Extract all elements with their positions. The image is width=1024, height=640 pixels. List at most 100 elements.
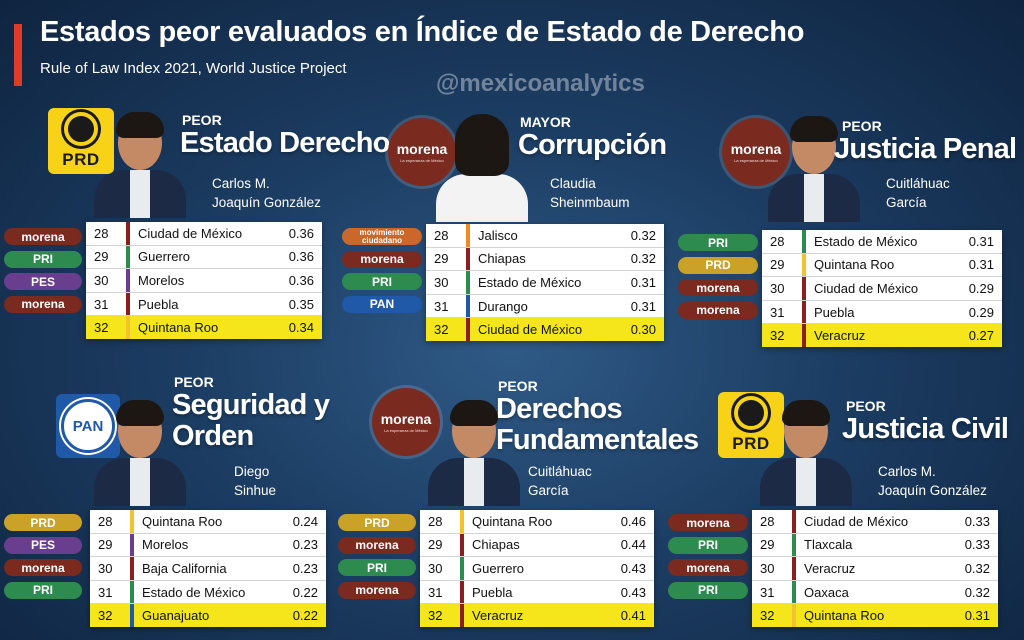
value-cell: 0.41 bbox=[620, 608, 646, 624]
value-cell: 0.46 bbox=[620, 513, 646, 529]
state-cell: Puebla bbox=[814, 304, 855, 320]
rank-cell: 32 bbox=[94, 320, 109, 336]
table-row: 28 Jalisco 0.32 bbox=[426, 224, 664, 248]
value-cell: 0.36 bbox=[288, 272, 314, 288]
party-stripe bbox=[466, 224, 470, 247]
state-cell: Veracruz bbox=[804, 560, 856, 576]
prd-sun-icon bbox=[734, 396, 768, 430]
state-cell: Quintana Roo bbox=[138, 320, 219, 336]
party-stripe bbox=[460, 533, 464, 557]
portrait-hair bbox=[790, 116, 838, 142]
panel-heading-line: Justicia Penal bbox=[834, 133, 1017, 165]
rank-cell: 29 bbox=[770, 257, 785, 273]
table-row: 30 Baja California 0.23 bbox=[90, 557, 326, 581]
state-cell: Ciudad de México bbox=[814, 280, 919, 296]
prd-logo-square: PRD bbox=[718, 392, 784, 458]
value-cell: 0.43 bbox=[620, 560, 646, 576]
value-cell: 0.31 bbox=[968, 257, 994, 273]
party-stripe bbox=[802, 277, 806, 300]
party-stripe bbox=[802, 253, 806, 277]
state-cell: Quintana Roo bbox=[814, 257, 895, 273]
panel-heading: Justicia Civil bbox=[842, 414, 1009, 445]
governor-portrait bbox=[90, 108, 190, 218]
value-cell: 0.23 bbox=[292, 537, 318, 553]
morena-logo-circle: morena La esperanza de México bbox=[722, 118, 790, 186]
table-row: 28 Estado de México 0.31 bbox=[762, 230, 1002, 254]
state-cell: Estado de México bbox=[814, 233, 918, 249]
value-cell: 0.32 bbox=[964, 560, 990, 576]
state-cell: Ciudad de México bbox=[804, 513, 909, 529]
rank-cell: 28 bbox=[770, 233, 785, 249]
state-cell: Puebla bbox=[138, 296, 179, 312]
governor-name: Carlos M. Joaquín González bbox=[212, 174, 321, 212]
table-row: 31 Puebla 0.35 bbox=[86, 292, 322, 317]
rank-cell: 32 bbox=[98, 608, 113, 624]
ranking-table: 28 Ciudad de México 0.33 29 Tlaxcala 0.33 30 Ve… bbox=[752, 510, 998, 627]
table-row: 30 Ciudad de México 0.29 bbox=[762, 277, 1002, 301]
table-row: 32 Ciudad de México 0.30 bbox=[426, 318, 664, 341]
table-row: 32 Veracruz 0.41 bbox=[420, 604, 654, 627]
governor-name-line: Sinhue bbox=[234, 483, 277, 498]
value-cell: 0.43 bbox=[620, 584, 646, 600]
prd-logo-word: PRD bbox=[732, 434, 770, 453]
party-pill-word: movimiento bbox=[359, 227, 405, 237]
party-stripe bbox=[792, 557, 796, 580]
panel-heading: Estado Derecho bbox=[180, 128, 390, 159]
panel-kicker: PEOR bbox=[498, 378, 538, 394]
state-cell: Quintana Roo bbox=[472, 513, 553, 529]
table-row: 29 Chiapas 0.32 bbox=[426, 247, 664, 272]
panel-heading-line: Fundamentales bbox=[496, 424, 699, 456]
party-stripe bbox=[460, 604, 464, 627]
panel-heading-line: Corrupción bbox=[518, 129, 667, 161]
prd-logo-square: PRD bbox=[48, 108, 114, 174]
governor-portrait bbox=[432, 112, 532, 222]
rank-cell: 30 bbox=[98, 560, 113, 576]
party-pill-list: morena PRI morena PRI bbox=[668, 514, 748, 604]
value-cell: 0.34 bbox=[288, 320, 314, 336]
table-row: 29 Chiapas 0.44 bbox=[420, 533, 654, 558]
party-stripe bbox=[792, 604, 796, 627]
morena-logo-tagline: La esperanza de México bbox=[384, 428, 428, 433]
panel-heading: Corrupción bbox=[518, 129, 667, 161]
party-stripe bbox=[460, 510, 464, 533]
governor-name-line: Sheinmbaum bbox=[550, 195, 630, 210]
morena-logo-tagline: La esperanza de México bbox=[400, 158, 444, 163]
party-stripe bbox=[126, 222, 130, 245]
table-row: 31 Puebla 0.29 bbox=[762, 300, 1002, 325]
party-pill: PRD bbox=[4, 514, 82, 531]
table-row: 30 Morelos 0.36 bbox=[86, 269, 322, 293]
pan-logo-square: PAN bbox=[56, 394, 120, 458]
panel-heading: Seguridad y Orden bbox=[172, 390, 330, 452]
state-cell: Chiapas bbox=[472, 537, 520, 553]
ranking-table: 28 Estado de México 0.31 29 Quintana Roo 0.31… bbox=[762, 230, 1002, 347]
pan-logo-ring: PAN bbox=[61, 399, 115, 453]
portrait-hair bbox=[455, 114, 509, 176]
portrait-hair bbox=[116, 112, 164, 138]
party-stripe bbox=[126, 316, 130, 339]
morena-logo-word: morena bbox=[730, 141, 782, 157]
party-stripe bbox=[792, 533, 796, 557]
value-cell: 0.31 bbox=[630, 274, 656, 290]
table-row: 32 Guanajuato 0.22 bbox=[90, 604, 326, 627]
party-pill: morena bbox=[668, 514, 748, 531]
party-pill: morena bbox=[4, 295, 82, 313]
table-row: 29 Guerrero 0.36 bbox=[86, 245, 322, 270]
state-cell: Durango bbox=[478, 298, 528, 314]
party-stripe bbox=[130, 557, 134, 580]
party-stripe bbox=[126, 292, 130, 316]
party-stripe bbox=[130, 580, 134, 604]
ranking-table: 28 Quintana Roo 0.46 29 Chiapas 0.44 30 Guerrer… bbox=[420, 510, 654, 627]
party-pill: morena bbox=[338, 536, 416, 554]
value-cell: 0.32 bbox=[630, 227, 656, 243]
party-pill: morena bbox=[342, 250, 422, 268]
morena-logo-circle: morena La esperanza de México bbox=[372, 388, 440, 456]
value-cell: 0.36 bbox=[288, 225, 314, 241]
panel-kicker: PEOR bbox=[174, 374, 214, 390]
state-cell: Veracruz bbox=[472, 608, 524, 624]
party-pill: movimiento ciudadano bbox=[342, 228, 422, 245]
state-cell: Baja California bbox=[142, 560, 227, 576]
party-stripe bbox=[460, 580, 464, 604]
panel-heading: Justicia Penal bbox=[834, 133, 1017, 165]
value-cell: 0.32 bbox=[630, 251, 656, 267]
party-pill: PRI bbox=[342, 273, 422, 291]
